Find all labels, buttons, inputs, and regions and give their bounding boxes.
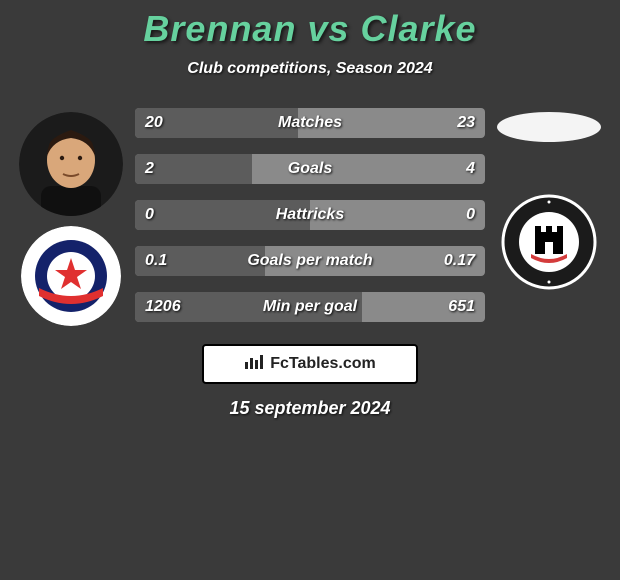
- right-player-column: [489, 108, 609, 292]
- brand-box: FcTables.com: [202, 344, 418, 384]
- brand-text: FcTables.com: [270, 355, 376, 373]
- stat-row: 0.10.17Goals per match: [135, 246, 485, 276]
- stat-row: 2023Matches: [135, 108, 485, 138]
- bar-chart-icon: [244, 354, 264, 375]
- left-player-photo: [19, 112, 123, 216]
- stat-label: Matches: [135, 108, 485, 138]
- stats-column: 2023Matches 24Goals 00Hattricks 0.10.17Goal…: [135, 108, 485, 322]
- stat-label: Goals: [135, 154, 485, 184]
- right-player-photo: [497, 112, 601, 142]
- stat-row: 24Goals: [135, 154, 485, 184]
- stat-row: 1206651Min per goal: [135, 292, 485, 322]
- subtitle: Club competitions, Season 2024: [187, 60, 432, 78]
- left-player-column: [11, 108, 131, 326]
- date-text: 15 september 2024: [229, 398, 390, 419]
- club-crest-icon: [499, 192, 599, 292]
- stat-row: 00Hattricks: [135, 200, 485, 230]
- page-title: Brennan vs Clarke: [143, 8, 476, 50]
- right-club-crest: [499, 192, 599, 292]
- stat-label: Goals per match: [135, 246, 485, 276]
- stat-label: Hattricks: [135, 200, 485, 230]
- player-avatar-icon: [19, 112, 123, 216]
- comparison-row: 2023Matches 24Goals 00Hattricks 0.10.17Goal…: [0, 108, 620, 326]
- club-crest-icon: [21, 226, 121, 326]
- left-club-crest: [21, 226, 121, 326]
- stat-label: Min per goal: [135, 292, 485, 322]
